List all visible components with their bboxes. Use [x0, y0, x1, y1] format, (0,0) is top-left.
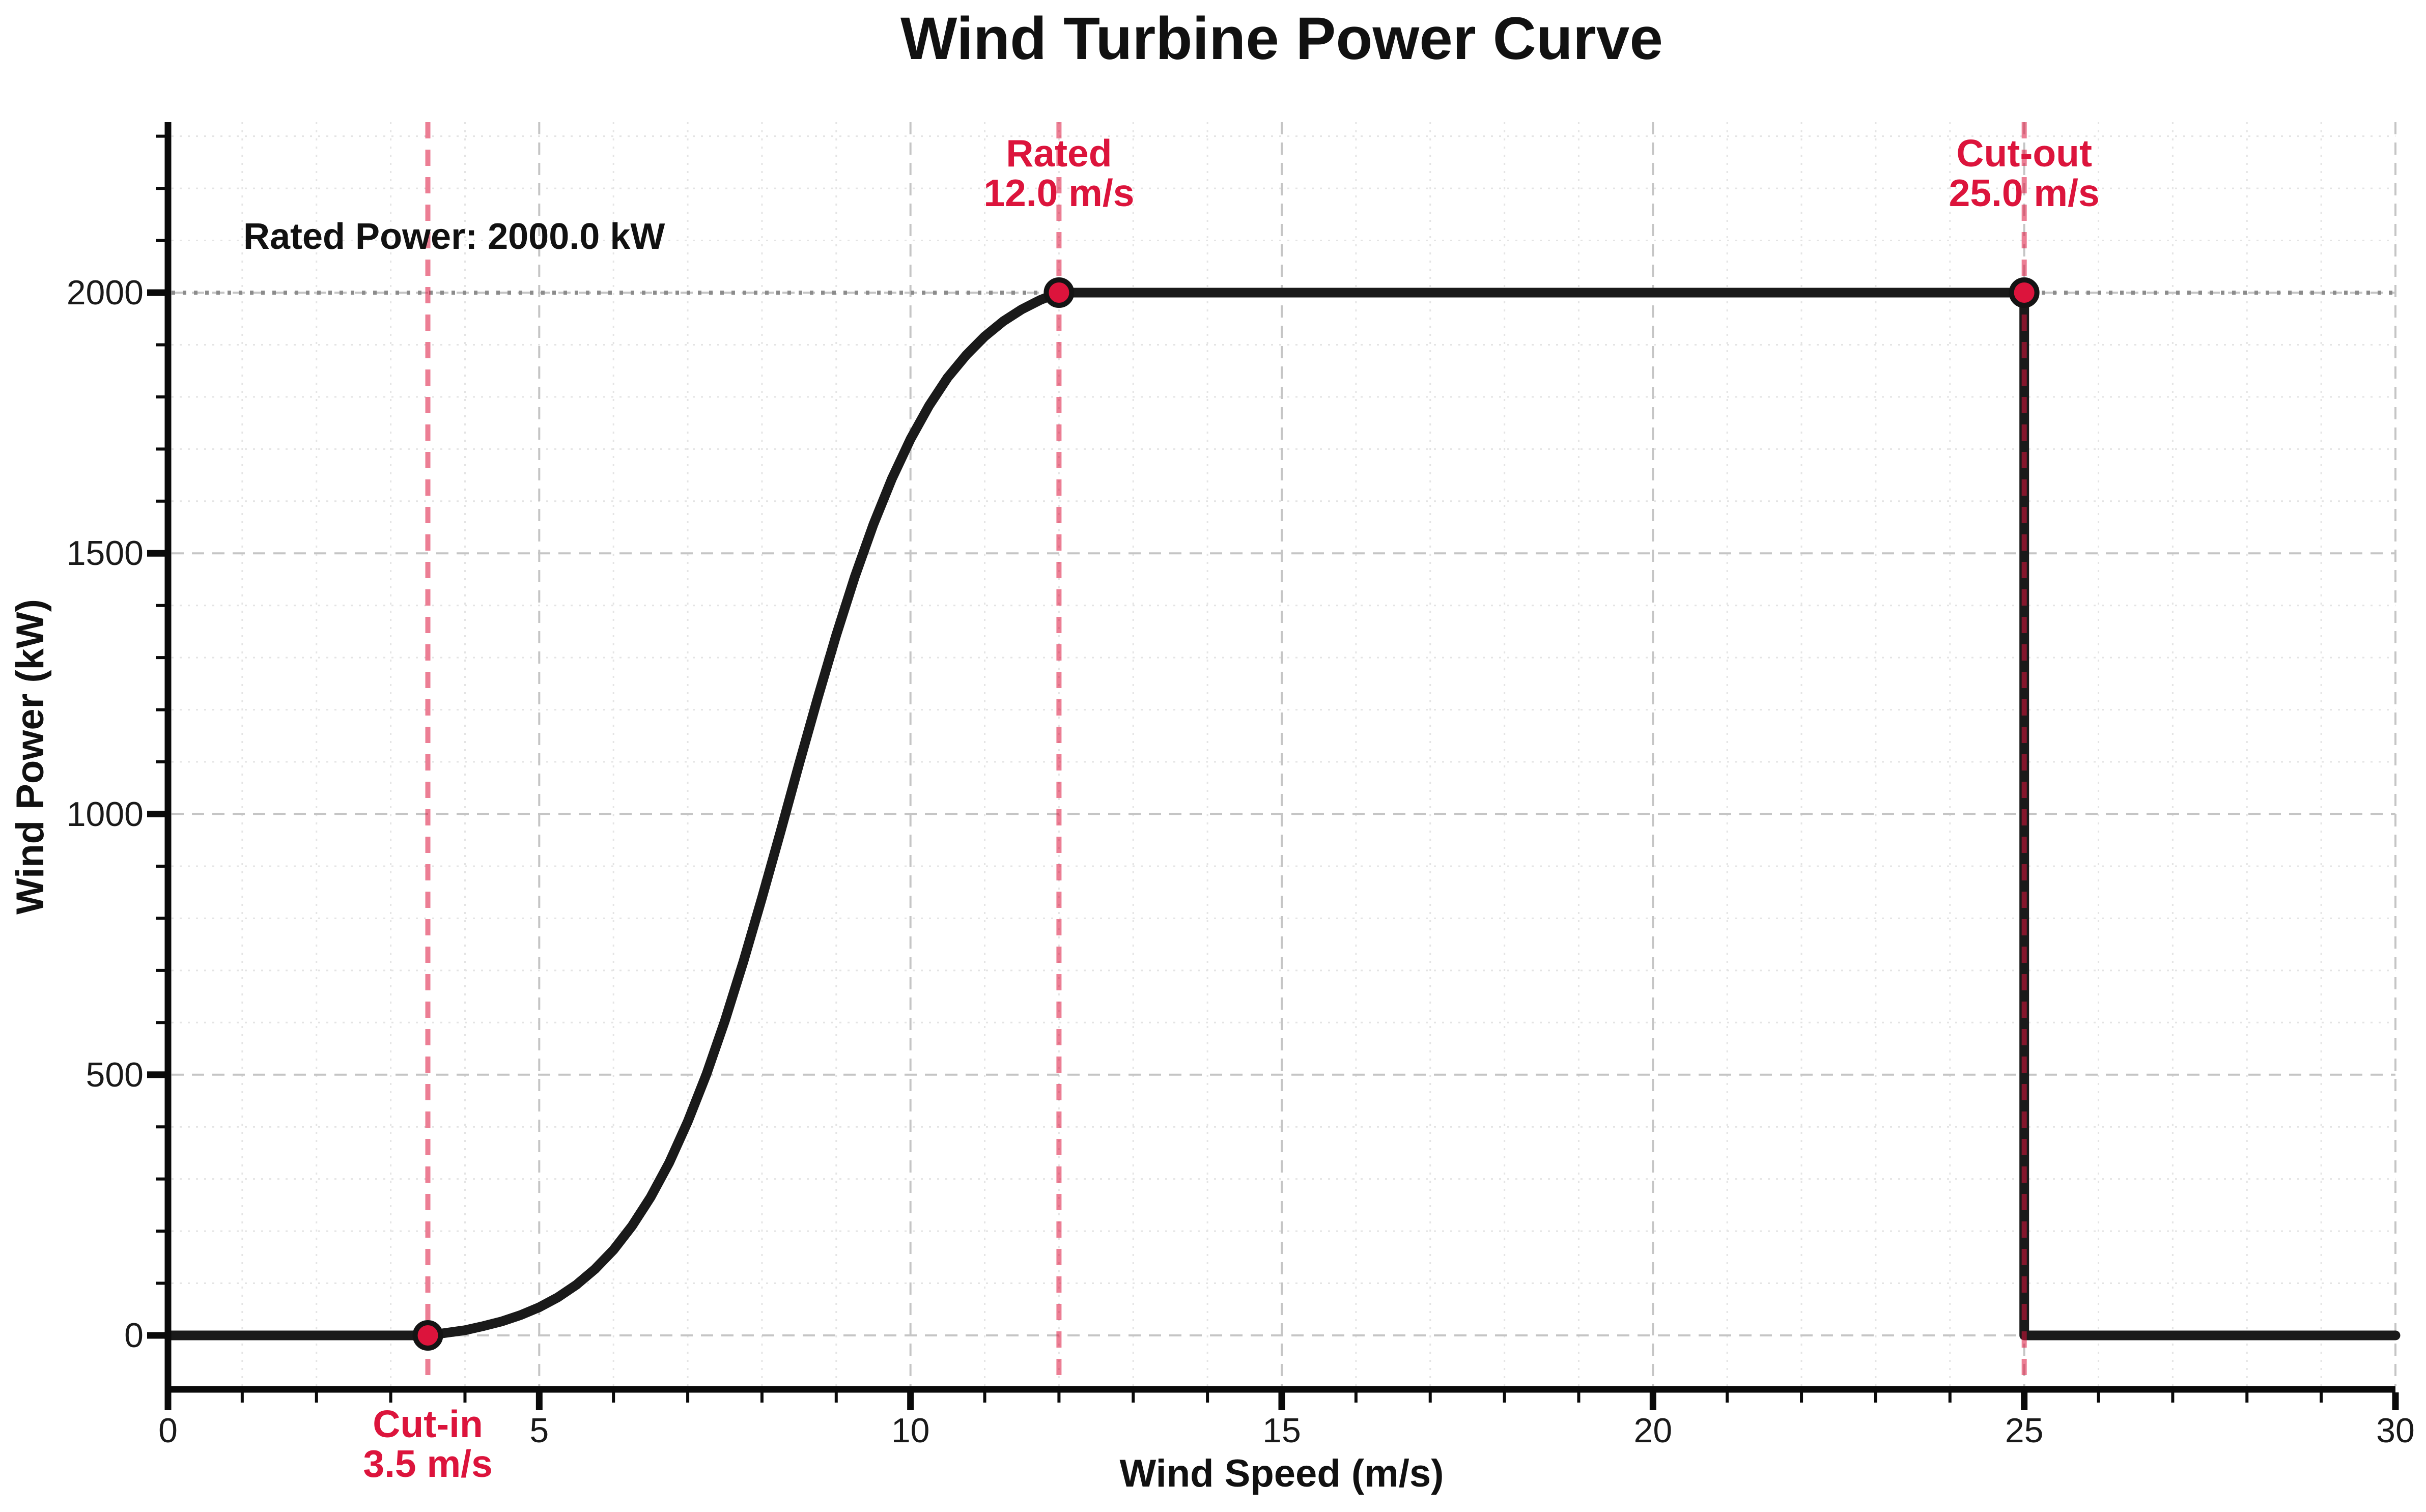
x-tick-label: 15 [1262, 1411, 1301, 1450]
y-tick-label: 500 [86, 1055, 144, 1094]
key-point-markers [412, 277, 2040, 1351]
chart-title: Wind Turbine Power Curve [900, 5, 1663, 72]
y-tick-label: 2000 [66, 273, 144, 312]
minor-gridlines [172, 122, 2395, 1386]
rated-annotation-line1: Rated [1006, 132, 1112, 175]
y-tick-label: 1500 [66, 534, 144, 573]
cut-in-annotation: Cut-in 3.5 m/s [275, 1404, 581, 1484]
major-gridlines [172, 122, 2397, 1386]
rated-power-note: Rated Power: 2000.0 kW [243, 216, 665, 257]
cut-in-annotation-line1: Cut-in [373, 1403, 483, 1445]
cut-out-annotation: Cut-out 25.0 m/s [1872, 133, 2177, 213]
x-axis-label: Wind Speed (m/s) [1119, 1452, 1444, 1495]
axes-spines-and-ticks [147, 122, 2399, 1410]
x-tick-label: 0 [158, 1411, 178, 1450]
x-tick-label: 30 [2376, 1411, 2415, 1450]
y-tick-label: 0 [124, 1316, 144, 1355]
data-point-marker [1043, 277, 1075, 308]
cut-in-annotation-line2: 3.5 m/s [363, 1442, 493, 1485]
data-point-marker [412, 1320, 443, 1351]
cut-out-annotation-line2: 25.0 m/s [1949, 172, 2100, 214]
y-axis-label: Wind Power (kW) [9, 599, 52, 915]
x-tick-label: 5 [529, 1411, 549, 1450]
data-point-marker [2009, 277, 2040, 308]
event-dashed-lines [425, 122, 2027, 1386]
x-tick-label: 10 [891, 1411, 930, 1450]
x-tick-label: 25 [2005, 1411, 2044, 1450]
rated-annotation: Rated 12.0 m/s [906, 133, 1211, 213]
rated-annotation-line2: 12.0 m/s [983, 172, 1135, 214]
x-tick-label: 20 [1633, 1411, 1673, 1450]
power-curve-line [163, 288, 2401, 1340]
cut-out-annotation-line1: Cut-out [1956, 132, 2092, 175]
y-tick-label: 1000 [66, 794, 144, 834]
